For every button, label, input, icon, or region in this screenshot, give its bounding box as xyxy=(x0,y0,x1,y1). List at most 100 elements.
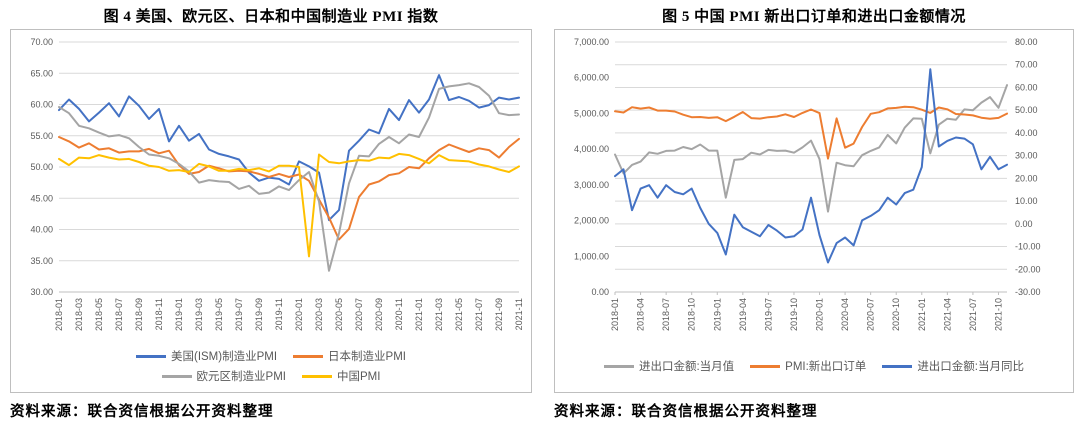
figure-5-chart-box: 7,000.00 6,000.00 5,000.00 4,000.00 3,000.00… xyxy=(554,29,1074,393)
series-line-进出口金额:当月值 xyxy=(614,84,1008,213)
x-axis-tick-label: 2019-07 xyxy=(234,298,244,331)
right-y-axis-tick-label: 50.00 xyxy=(1015,105,1038,115)
x-axis-tick-label: 2021-04 xyxy=(942,298,952,331)
x-axis-tick-label: 2020-10 xyxy=(891,298,901,331)
y-axis-tick-label: 70.00 xyxy=(30,37,53,47)
x-axis-tick-label: 2020-07 xyxy=(354,298,364,331)
legend-item-进出口金额:当月值: 进出口金额:当月值 xyxy=(603,358,735,374)
right-y-axis-tick-label: -30.00 xyxy=(1015,287,1041,297)
y-axis-tick-label: 50.00 xyxy=(30,162,53,172)
x-axis-tick-label: 2021-03 xyxy=(434,298,444,331)
y-axis-tick-label: 1,000.00 xyxy=(574,251,609,261)
right-y-axis-tick-label: -20.00 xyxy=(1015,264,1041,274)
x-axis-tick-label: 2020-09 xyxy=(374,298,384,331)
right-y-axis-tick-label: -10.00 xyxy=(1015,242,1041,252)
x-axis-tick-label: 2019-11 xyxy=(274,298,284,330)
x-axis-tick-label: 2018-11 xyxy=(154,298,164,330)
legend-item-PMI:新出口订单: PMI:新出口订单 xyxy=(750,358,866,374)
figure-4-panel: 图 4 美国、欧元区、日本和中国制造业 PMI 指数 70.00 65.00 60.… xyxy=(10,2,532,427)
x-axis-tick-label: 2018-01 xyxy=(54,298,64,331)
series-line-日本制造业PMI xyxy=(58,136,520,241)
legend-item-欧元区制造业PMI: 欧元区制造业PMI xyxy=(161,368,286,384)
x-axis-tick-label: 2021-10 xyxy=(993,298,1003,331)
x-axis-tick-label: 2018-04 xyxy=(636,298,646,331)
y-axis-tick-label: 30.00 xyxy=(30,287,53,297)
series-line-欧元区制造业PMI xyxy=(58,82,520,272)
series-line-PMI:新出口订单 xyxy=(614,105,1008,160)
y-axis-tick-label: 35.00 xyxy=(30,256,53,266)
legend-label: 欧元区制造业PMI xyxy=(196,371,286,383)
x-axis-tick-label: 2019-03 xyxy=(194,298,204,331)
y-axis-tick-label: 2,000.00 xyxy=(574,216,609,226)
legend-swatch xyxy=(750,364,781,368)
figure-4-legend: 美国(ISM)制造业PMI 日本制造业PMI 欧元区制造业PMI 中国PMI xyxy=(11,344,531,392)
x-axis-tick-label: 2020-01 xyxy=(294,298,304,331)
figure-4-plot: 70.00 65.00 60.00 55.00 50.00 45.00 40.00 35.00… xyxy=(30,37,524,331)
legend-swatch xyxy=(302,374,332,378)
right-y-axis-tick-label: 80.00 xyxy=(1015,37,1038,47)
x-axis-tick-label: 2020-11 xyxy=(394,298,404,330)
figure-5-panel: 图 5 中国 PMI 新出口订单和进出口金额情况 7,000.00 6,000.0… xyxy=(554,2,1074,427)
x-axis-tick-label: 2019-07 xyxy=(763,298,773,331)
right-y-axis-tick-label: 40.00 xyxy=(1015,128,1038,138)
y-axis-tick-label: 0.00 xyxy=(591,287,609,297)
x-axis-tick-label: 2021-01 xyxy=(414,298,424,331)
figure-5-title: 图 5 中国 PMI 新出口订单和进出口金额情况 xyxy=(662,9,966,25)
y-axis-tick-label: 6,000.00 xyxy=(574,73,609,83)
legend-swatch xyxy=(135,354,166,358)
y-axis-tick-label: 55.00 xyxy=(30,131,53,141)
figure-5-plot: 7,000.00 6,000.00 5,000.00 4,000.00 3,000.00… xyxy=(574,37,1041,331)
x-axis-tick-label: 2018-07 xyxy=(114,298,124,331)
right-y-axis-tick-label: 60.00 xyxy=(1015,82,1038,92)
legend-item-进出口金额:当月同比: 进出口金额:当月同比 xyxy=(882,358,1024,374)
x-axis-tick-label: 2018-10 xyxy=(687,298,697,331)
x-axis-tick-label: 2018-05 xyxy=(94,298,104,331)
x-axis-tick-label: 2020-03 xyxy=(314,298,324,331)
y-axis-tick-label: 45.00 xyxy=(30,193,53,203)
figure-4-chart-box: 70.00 65.00 60.00 55.00 50.00 45.00 40.00 35.00… xyxy=(10,29,532,393)
figure-4-title: 图 4 美国、欧元区、日本和中国制造业 PMI 指数 xyxy=(103,9,439,25)
x-axis-tick-label: 2021-07 xyxy=(968,298,978,331)
right-y-axis-tick-label: 20.00 xyxy=(1015,173,1038,183)
legend-label: 进出口金额:当月同比 xyxy=(917,361,1025,373)
x-axis-tick-label: 2021-07 xyxy=(474,298,484,331)
x-axis-tick-label: 2018-03 xyxy=(74,298,84,331)
x-axis-tick-label: 2020-01 xyxy=(815,298,825,331)
x-axis-tick-label: 2018-07 xyxy=(661,298,671,331)
series-line-美国(ISM)制造业PMI xyxy=(58,74,520,222)
legend-item-美国(ISM)制造业PMI: 美国(ISM)制造业PMI xyxy=(135,348,278,364)
legend-item-日本制造业PMI: 日本制造业PMI xyxy=(293,348,406,364)
right-y-axis-tick-label: 0.00 xyxy=(1015,219,1033,229)
x-axis-tick-label: 2019-01 xyxy=(712,298,722,331)
right-y-axis-tick-label: 70.00 xyxy=(1015,60,1038,70)
y-axis-tick-label: 7,000.00 xyxy=(574,37,609,47)
figure-4-source: 资料来源：联合资信根据公开资料整理 xyxy=(10,404,274,420)
legend-label: 进出口金额:当月值 xyxy=(638,361,735,373)
x-axis-tick-label: 2018-01 xyxy=(610,298,620,331)
x-axis-tick-label: 2021-11 xyxy=(514,298,524,330)
legend-label: 日本制造业PMI xyxy=(328,351,406,363)
y-axis-tick-label: 60.00 xyxy=(30,100,53,110)
legend-item-中国PMI: 中国PMI xyxy=(302,368,380,384)
legend-label: 中国PMI xyxy=(337,371,381,383)
y-axis-tick-label: 40.00 xyxy=(30,225,53,235)
x-axis-tick-label: 2021-05 xyxy=(454,298,464,331)
series-line-进出口金额:当月同比 xyxy=(614,68,1008,264)
figure-5-legend: 进出口金额:当月值 PMI:新出口订单 进出口金额:当月同比 xyxy=(555,344,1073,392)
x-axis-tick-label: 2020-07 xyxy=(866,298,876,331)
right-y-axis-tick-label: 30.00 xyxy=(1015,151,1038,161)
y-axis-tick-label: 65.00 xyxy=(30,68,53,78)
figure-5-source: 资料来源：联合资信根据公开资料整理 xyxy=(554,404,818,420)
x-axis-tick-label: 2019-10 xyxy=(789,298,799,331)
legend-swatch xyxy=(882,364,913,368)
legend-row: 美国(ISM)制造业PMI 日本制造业PMI xyxy=(11,348,531,364)
x-axis-tick-label: 2019-05 xyxy=(214,298,224,331)
legend-label: PMI:新出口订单 xyxy=(785,361,867,373)
right-y-axis-tick-label: 10.00 xyxy=(1015,196,1038,206)
x-axis-tick-label: 2019-01 xyxy=(174,298,184,331)
x-axis-tick-label: 2021-01 xyxy=(917,298,927,331)
x-axis-tick-label: 2019-04 xyxy=(738,298,748,331)
legend-row: 进出口金额:当月值 PMI:新出口订单 进出口金额:当月同比 xyxy=(555,358,1073,374)
legend-label: 美国(ISM)制造业PMI xyxy=(170,351,278,363)
